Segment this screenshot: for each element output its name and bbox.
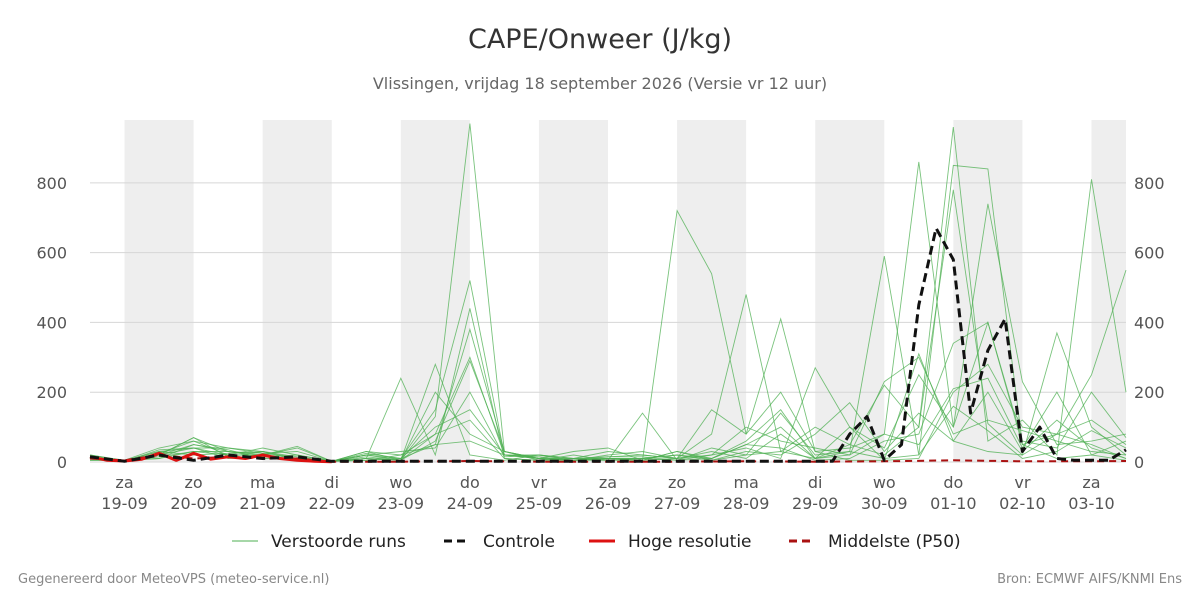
x-tick-date: 22-09	[308, 494, 355, 513]
grid-lines	[90, 182, 1126, 463]
x-tick-labels: za 19-09 zo 20-09 ma 21-09 di 22-09 wo 23-09 do 24-…	[101, 473, 1114, 513]
legend-label: Hoge resolutie	[628, 532, 752, 552]
x-tick-date: 30-09	[861, 494, 908, 513]
cape-chart: 0 0 200 200 400 400 600 600 800 800 za 19-09 zo 20-0…	[36, 120, 1165, 552]
y-tick-label-right: 600	[1134, 244, 1165, 263]
y-tick-label-left: 200	[36, 383, 67, 402]
y-tick-label-left: 0	[57, 453, 67, 472]
x-tick-day: za	[115, 473, 133, 492]
shade-band	[262, 120, 332, 462]
y-tick-label-right: 800	[1134, 174, 1165, 193]
x-tick-day: za	[1082, 473, 1100, 492]
y-tick-label-left: 800	[36, 174, 67, 193]
x-tick-date: 24-09	[447, 494, 494, 513]
legend-label: Middelste (P50)	[828, 532, 961, 552]
series-line-controle	[89, 226, 1127, 463]
footer-source: Bron: ECMWF AIFS/KNMI Ens	[997, 572, 1182, 587]
y-tick-label-left: 600	[36, 244, 67, 263]
x-tick-day: ma	[733, 473, 758, 492]
shade-band	[538, 120, 608, 462]
x-tick-day: wo	[873, 473, 896, 492]
y-tick-label-right: 400	[1134, 313, 1165, 332]
x-tick-date: 26-09	[585, 494, 632, 513]
chart-subtitle: Vlissingen, vrijdag 18 september 2026 (V…	[372, 74, 828, 93]
x-tick-day: za	[599, 473, 617, 492]
legend-label: Verstoorde runs	[271, 532, 406, 552]
x-tick-date: 21-09	[239, 494, 286, 513]
shade-band	[815, 120, 885, 462]
x-tick-date: 20-09	[170, 494, 217, 513]
series-member-line	[89, 321, 1127, 462]
x-tick-date: 28-09	[723, 494, 770, 513]
x-tick-day: do	[460, 473, 480, 492]
weekend-shading	[124, 120, 1126, 462]
x-tick-date: 03-10	[1068, 494, 1115, 513]
shade-band	[124, 120, 194, 462]
legend: Verstoorde runs Controle Hoge resolutie Mid…	[232, 532, 961, 552]
y-tick-label-right: 200	[1134, 383, 1165, 402]
shade-band	[677, 120, 747, 462]
y-tick-labels: 0 0 200 200 400 400 600 600 800 800	[36, 174, 1164, 472]
shade-band	[1091, 120, 1126, 462]
x-tick-day: di	[808, 473, 823, 492]
x-tick-day: vr	[1014, 473, 1030, 492]
x-tick-date: 27-09	[654, 494, 701, 513]
series-member-line	[89, 189, 1127, 462]
series-line-middelste-p50	[89, 454, 1127, 463]
x-tick-day: wo	[389, 473, 412, 492]
shade-band	[400, 120, 470, 462]
x-tick-date: 29-09	[792, 494, 839, 513]
footer-generated-by: Gegenereerd door MeteoVPS (meteo-service…	[18, 572, 330, 587]
y-tick-label-right: 0	[1134, 453, 1144, 472]
series-line-hoge-resolutie	[89, 451, 332, 464]
x-tick-day: vr	[531, 473, 547, 492]
x-tick-day: zo	[185, 473, 203, 492]
x-tick-date: 23-09	[378, 494, 425, 513]
x-tick-date: 25-09	[516, 494, 563, 513]
series-member-line	[89, 391, 1127, 462]
x-tick-day: di	[324, 473, 339, 492]
y-tick-label-left: 400	[36, 313, 67, 332]
chart-title: CAPE/Onweer (J/kg)	[467, 24, 732, 55]
x-tick-date: 02-10	[999, 494, 1046, 513]
x-tick-date: 19-09	[101, 494, 148, 513]
x-tick-day: do	[943, 473, 963, 492]
main-series	[89, 226, 1127, 464]
x-tick-day: ma	[250, 473, 275, 492]
x-tick-day: zo	[668, 473, 686, 492]
x-tick-date: 01-10	[930, 494, 977, 513]
legend-label: Controle	[483, 532, 555, 552]
